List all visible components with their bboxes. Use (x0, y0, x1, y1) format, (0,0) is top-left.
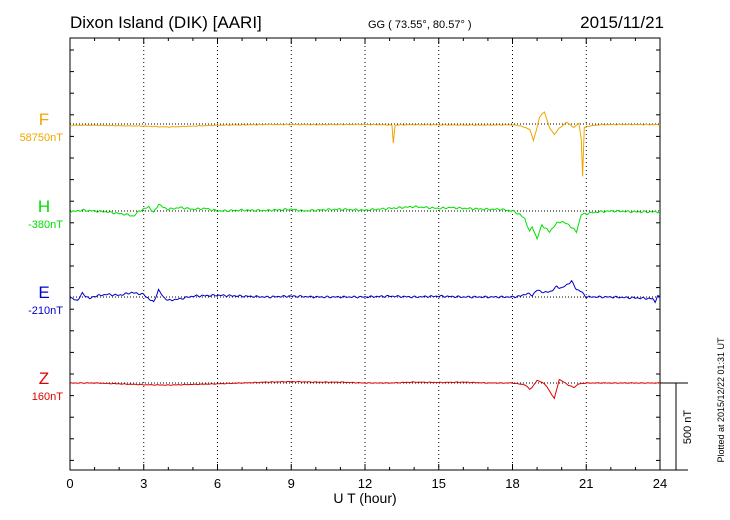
trace-E (69, 279, 661, 304)
axis-ticks (69, 38, 661, 470)
vertical-grid (143, 38, 587, 470)
component-name-Z: Z (39, 369, 49, 388)
x-tick-label-21: 21 (579, 476, 593, 491)
scale-bar-label: 500 nT (682, 410, 694, 445)
component-traces (69, 111, 661, 400)
component-name-E: E (38, 283, 49, 302)
x-tick-label-24: 24 (653, 476, 667, 491)
station-title: Dixon Island (DIK) [AARI] (70, 13, 262, 32)
component-name-H: H (38, 197, 50, 216)
component-name-F: F (39, 110, 49, 129)
trace-H (69, 203, 661, 241)
date-label: 2015/11/21 (580, 13, 664, 32)
component-baseline-Z: 160nT (32, 391, 63, 403)
scale-bar: 500 nT (660, 382, 694, 471)
component-baseline-F: 58750nT (20, 132, 64, 144)
component-labels: F 58750nT H -380nT E -210nT Z 160nT (20, 110, 64, 403)
plotted-timestamp: Plotted at 2015/12/22 01:31 UT (716, 337, 726, 463)
x-tick-label-0: 0 (66, 476, 73, 491)
x-tick-label-3: 3 (140, 476, 147, 491)
component-baseline-H: -380nT (28, 219, 63, 231)
x-tick-label-18: 18 (505, 476, 519, 491)
x-tick-label-6: 6 (214, 476, 221, 491)
x-tick-label-9: 9 (288, 476, 295, 491)
coordinates-label: GG ( 73.55°, 80.57° ) (368, 19, 472, 31)
trace-Z (69, 378, 661, 400)
x-axis-label: U T (hour) (333, 490, 396, 506)
trace-F (69, 111, 661, 177)
x-tick-label-12: 12 (358, 476, 372, 491)
x-tick-labels: 0 3 6 9 12 15 18 21 24 (66, 476, 667, 491)
component-baseline-E: -210nT (28, 305, 63, 317)
x-tick-label-15: 15 (432, 476, 446, 491)
